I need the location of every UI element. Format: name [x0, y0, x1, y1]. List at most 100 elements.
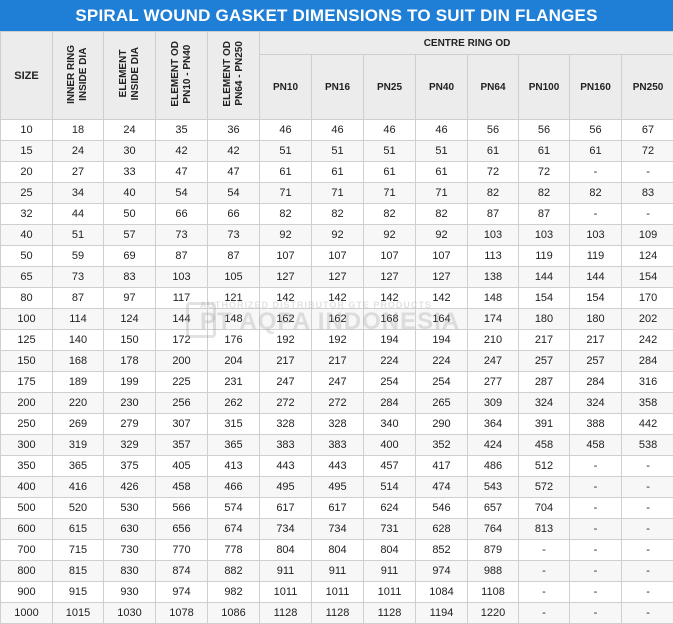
- header-element-od-pn10-pn40: ELEMENT OD PN10 - PN40: [156, 32, 208, 120]
- dimension-cell: 36: [208, 120, 260, 141]
- dimension-cell: 982: [208, 582, 260, 603]
- dimension-cell: 879: [468, 540, 519, 561]
- dimension-cell: 257: [519, 351, 570, 372]
- dimension-cell: 734: [312, 519, 364, 540]
- dimension-cell: 83: [622, 183, 673, 204]
- dimension-cell: 364: [468, 414, 519, 435]
- dimension-cell: 67: [622, 120, 673, 141]
- dimension-cell: 18: [53, 120, 104, 141]
- dimension-cell: 142: [260, 288, 312, 309]
- dimension-cell: 657: [468, 498, 519, 519]
- dimension-cell: 1128: [364, 603, 416, 624]
- size-cell: 32: [1, 204, 53, 225]
- size-cell: 600: [1, 519, 53, 540]
- dimension-cell: 109: [622, 225, 673, 246]
- dimension-cell: 170: [622, 288, 673, 309]
- dimension-cell: 830: [104, 561, 156, 582]
- dimension-cell: 256: [156, 393, 208, 414]
- dimension-cell: 92: [260, 225, 312, 246]
- dimension-cell: 388: [570, 414, 622, 435]
- dimension-cell: 269: [53, 414, 104, 435]
- dimension-cell: 224: [416, 351, 468, 372]
- dimension-cell: 42: [208, 141, 260, 162]
- dimension-cell: 262: [208, 393, 260, 414]
- dimension-cell: 150: [104, 330, 156, 351]
- dimension-cell: 61: [416, 162, 468, 183]
- dimension-cell: 142: [416, 288, 468, 309]
- dimension-cell: -: [570, 540, 622, 561]
- dimension-cell: 217: [260, 351, 312, 372]
- dimension-cell: 804: [364, 540, 416, 561]
- dimension-cell: 82: [416, 204, 468, 225]
- dimension-cell: -: [622, 477, 673, 498]
- dimension-cell: -: [570, 456, 622, 477]
- dimension-cell: 127: [312, 267, 364, 288]
- dimension-cell: 328: [312, 414, 364, 435]
- header-inner-ring: INNER RING INSIDE DIA: [53, 32, 104, 120]
- dimension-cell: 974: [156, 582, 208, 603]
- dimension-cell: 103: [570, 225, 622, 246]
- dimension-cell: 202: [622, 309, 673, 330]
- dimension-cell: 194: [364, 330, 416, 351]
- dimension-cell: 144: [519, 267, 570, 288]
- header-pn160: PN160: [570, 55, 622, 120]
- dimension-cell: 72: [622, 141, 673, 162]
- size-cell: 80: [1, 288, 53, 309]
- dimension-cell: 217: [312, 351, 364, 372]
- dimension-cell: 138: [468, 267, 519, 288]
- size-cell: 175: [1, 372, 53, 393]
- dimension-cell: 119: [519, 246, 570, 267]
- size-cell: 400: [1, 477, 53, 498]
- dimension-cell: 162: [312, 309, 364, 330]
- dimension-cell: 1194: [416, 603, 468, 624]
- dimension-cell: 47: [156, 162, 208, 183]
- header-centre-ring-od: CENTRE RING OD: [260, 32, 673, 55]
- dimension-cell: 127: [260, 267, 312, 288]
- dimension-cell: 82: [519, 183, 570, 204]
- header-element-inside: ELEMENT INSIDE DIA: [104, 32, 156, 120]
- dimension-cell: 247: [260, 372, 312, 393]
- dimension-cell: 417: [416, 456, 468, 477]
- dimension-cell: 71: [364, 183, 416, 204]
- dimension-cell: -: [519, 561, 570, 582]
- dimension-cell: 1011: [260, 582, 312, 603]
- dimension-cell: 731: [364, 519, 416, 540]
- dimension-cell: 92: [364, 225, 416, 246]
- dimension-cell: 61: [468, 141, 519, 162]
- dimension-cell: 442: [622, 414, 673, 435]
- dimension-cell: 1011: [364, 582, 416, 603]
- dimension-cell: 148: [468, 288, 519, 309]
- dimension-cell: 168: [53, 351, 104, 372]
- dimension-cell: 61: [519, 141, 570, 162]
- dimension-cell: -: [570, 603, 622, 624]
- dimension-cell: 72: [519, 162, 570, 183]
- size-cell: 800: [1, 561, 53, 582]
- dimension-cell: 272: [312, 393, 364, 414]
- dimension-cell: 254: [416, 372, 468, 393]
- dimension-cell: 24: [53, 141, 104, 162]
- dimension-cell: 59: [53, 246, 104, 267]
- dimension-cell: 383: [260, 435, 312, 456]
- dimension-cell: -: [570, 162, 622, 183]
- dimension-cell: 329: [104, 435, 156, 456]
- dimension-cell: 66: [156, 204, 208, 225]
- dimension-cell: 189: [53, 372, 104, 393]
- header-pn16: PN16: [312, 55, 364, 120]
- dimension-cell: 911: [364, 561, 416, 582]
- dimension-cell: -: [622, 540, 673, 561]
- dimension-cell: 33: [104, 162, 156, 183]
- size-cell: 15: [1, 141, 53, 162]
- dimension-cell: 911: [312, 561, 364, 582]
- dimension-cell: -: [570, 561, 622, 582]
- dimension-cell: 174: [468, 309, 519, 330]
- dimension-cell: 315: [208, 414, 260, 435]
- dimension-cell: 47: [208, 162, 260, 183]
- dimension-cell: -: [519, 603, 570, 624]
- dimension-cell: 566: [156, 498, 208, 519]
- dimension-cell: -: [622, 582, 673, 603]
